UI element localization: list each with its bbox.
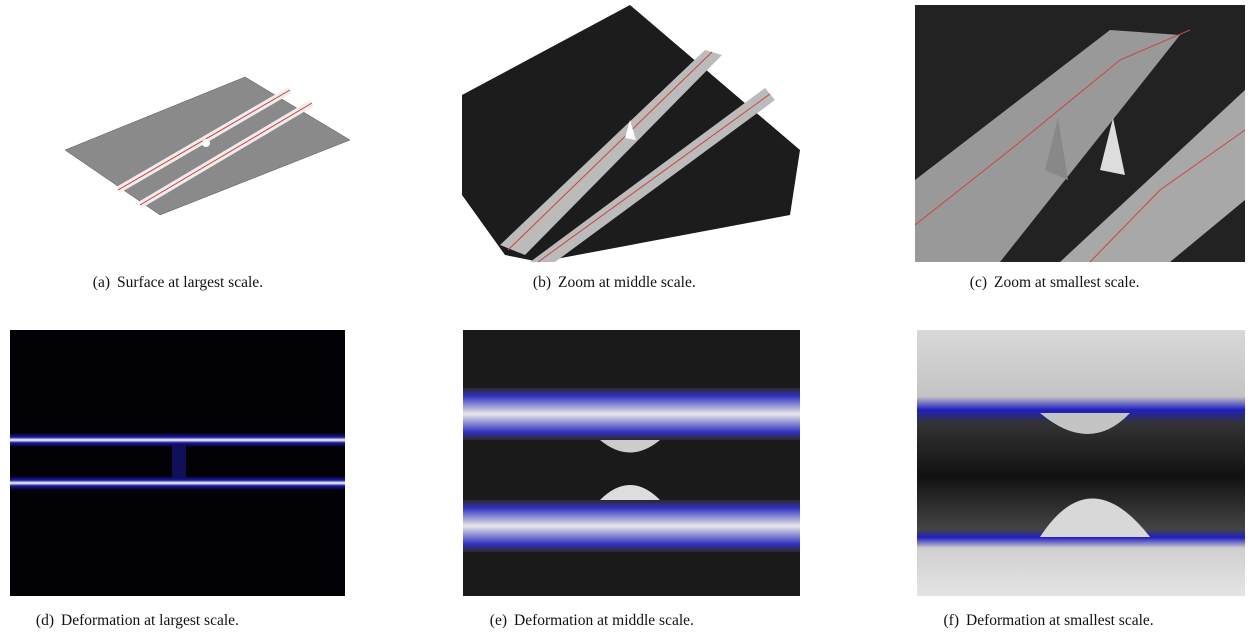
caption: Deformation at middle scale. xyxy=(514,612,694,629)
image-e xyxy=(463,330,800,596)
caption: Deformation at largest scale. xyxy=(61,612,239,629)
caption: Surface at largest scale. xyxy=(117,274,263,291)
image-b xyxy=(462,5,800,262)
image-a xyxy=(65,77,350,215)
caption: Zoom at smallest scale. xyxy=(994,274,1140,291)
image-c xyxy=(915,5,1245,262)
caption-label: (d) xyxy=(36,612,54,629)
image-d xyxy=(10,330,345,596)
image-f xyxy=(917,330,1245,596)
caption-label: (e) xyxy=(490,612,507,629)
caption: Zoom at middle scale. xyxy=(558,274,696,291)
caption: Deformation at smallest scale. xyxy=(966,612,1154,629)
caption-label: (a) xyxy=(93,274,110,291)
caption-label: (b) xyxy=(533,274,551,291)
caption-label: (f) xyxy=(944,612,960,629)
figure: (a) Surface at largest scale. (b) Zoom a… xyxy=(0,0,1255,638)
caption-label: (c) xyxy=(970,274,987,291)
